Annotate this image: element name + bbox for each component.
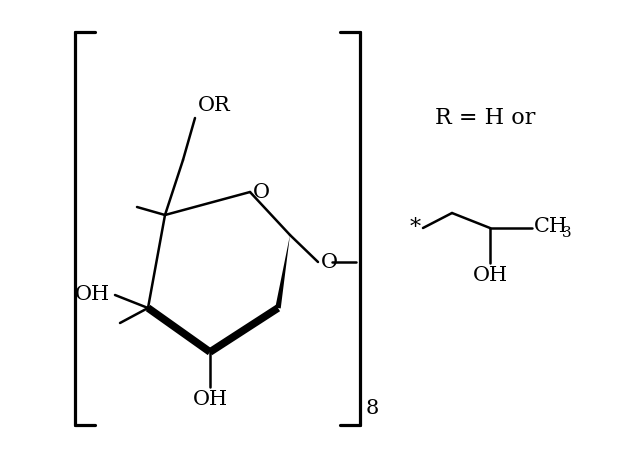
- Text: OR: OR: [198, 96, 231, 115]
- Text: OH: OH: [472, 266, 508, 285]
- Text: CH: CH: [534, 217, 568, 235]
- Text: R = H or: R = H or: [435, 107, 536, 129]
- Text: OH: OH: [75, 286, 110, 304]
- Text: OH: OH: [193, 390, 228, 409]
- Text: *: *: [410, 217, 420, 239]
- Text: 8: 8: [366, 399, 380, 418]
- Polygon shape: [275, 235, 290, 309]
- Text: O: O: [253, 182, 270, 202]
- Text: 3: 3: [562, 226, 572, 240]
- Text: O: O: [321, 252, 338, 272]
